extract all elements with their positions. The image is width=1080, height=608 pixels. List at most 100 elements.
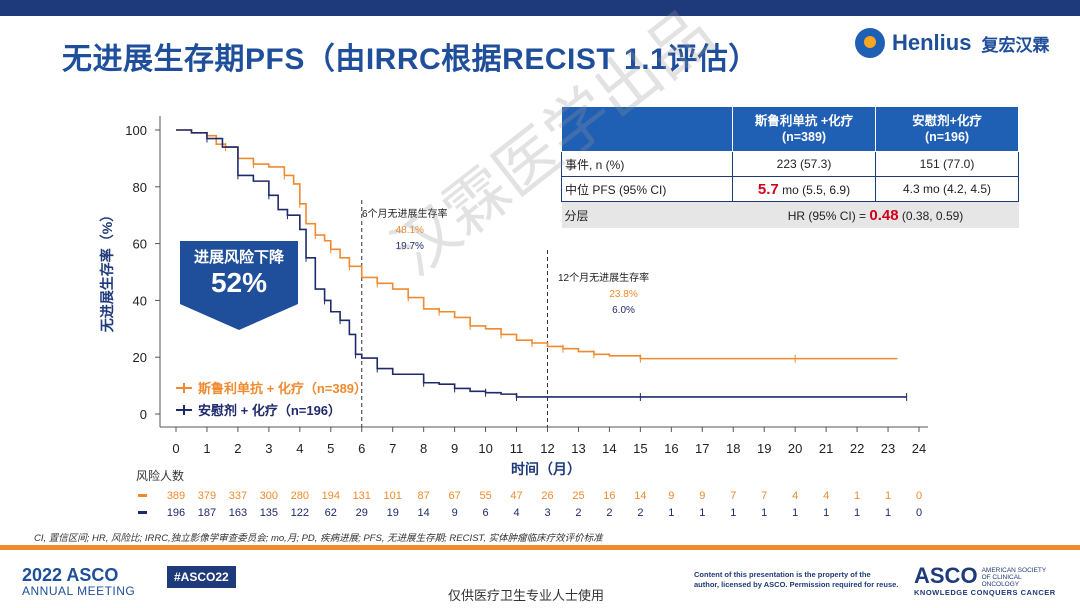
risk-count: 7 (761, 490, 767, 502)
table-header-placebo: 安慰剂+化疗 (n=196) (875, 106, 1019, 152)
copyright-line-2: author, licensed by ASCO. Permission req… (694, 580, 899, 589)
x-tick-label: 7 (389, 441, 396, 456)
y-tick-label: 80 (133, 180, 147, 195)
x-tick-label: 2 (234, 441, 241, 456)
risk-reduction-arrow: 进展风险下降 52% (180, 241, 298, 330)
risk-count: 187 (198, 507, 216, 519)
legend-item-orange: 斯鲁利单抗 + 化疗（n=389） (176, 378, 367, 397)
row-strat-label: 分层 (561, 201, 733, 228)
x-tick-label: 17 (695, 441, 709, 456)
risk-count: 16 (603, 490, 615, 502)
annotation-12-month-orange: 23.8% (609, 289, 638, 300)
risk-reduction-value: 52% (210, 267, 268, 298)
x-tick-label: 13 (571, 441, 585, 456)
x-tick-label: 10 (478, 441, 492, 456)
asco-annual-meeting-logo: 2022 ASCO ANNUAL MEETING (22, 566, 135, 598)
annotation-6-month-label: 6个月无进展生存率 (362, 209, 448, 220)
x-tick-label: 22 (850, 441, 864, 456)
legend-item-navy: 安慰剂 + 化疗（n=196） (176, 400, 341, 419)
median-pfs-ci: mo (5.5, 6.9) (778, 182, 851, 197)
table-row: 事件, n (%) 223 (57.3) 151 (77.0) (561, 151, 1019, 177)
hr-value: 0.48 (869, 206, 899, 224)
annotation-12-month-label: 12个月无进展生存率 (558, 273, 650, 284)
x-tick-label: 19 (757, 441, 771, 456)
risk-count: 0 (916, 490, 922, 502)
risk-reduction-label: 进展风险下降 (193, 249, 284, 266)
risk-count: 9 (699, 490, 705, 502)
risk-count: 1 (854, 490, 860, 502)
asco-tagline: KNOWLEDGE CONQUERS CANCER (914, 588, 1056, 597)
risk-count: 280 (291, 490, 309, 502)
meeting-sub: ANNUAL MEETING (22, 584, 136, 598)
asco-wordmark: ASCO (914, 563, 978, 588)
henlius-logo: Henlius 复宏汉霖 (855, 28, 1049, 58)
risk-count: 379 (198, 490, 216, 502)
risk-count: 4 (823, 490, 829, 502)
median-pfs-value: 5.7 (757, 180, 779, 198)
annotation-12-month-blue: 6.0% (612, 305, 635, 316)
x-tick-label: 0 (172, 441, 179, 456)
slide-title: 无进展生存期PFS（由IRRC根据RECIST 1.1评估） (62, 43, 759, 76)
y-axis-label: 无进展生存率（%） (99, 207, 115, 333)
risk-count: 67 (449, 490, 461, 502)
top-bar (0, 0, 1080, 16)
footer-divider (0, 545, 1080, 550)
row-events-serplulimab: 223 (57.3) (732, 151, 876, 177)
risk-row-orange-marker (138, 494, 147, 497)
asco-society-name: AMERICAN SOCIETY OF CLINICAL ONCOLOGY (981, 567, 1047, 588)
asco-society-logo: ASCO AMERICAN SOCIETY OF CLINICAL ONCOLOG… (914, 563, 1056, 598)
annotation-6-month-blue: 19.7% (395, 241, 424, 252)
legend-label-orange: 斯鲁利单抗 + 化疗（n=389） (198, 381, 368, 396)
x-tick-label: 11 (510, 441, 524, 456)
meeting-year: 2022 (22, 565, 63, 585)
hcp-only-notice: 仅供医疗卫生专业人士使用 (448, 588, 605, 603)
risk-count: 337 (229, 490, 247, 502)
risk-count: 1 (668, 507, 674, 519)
risk-count: 1 (823, 507, 829, 519)
risk-count: 26 (541, 490, 553, 502)
x-tick-label: 3 (265, 441, 272, 456)
risk-count: 9 (452, 507, 458, 519)
risk-count: 62 (325, 507, 337, 519)
meeting-name: ASCO (66, 565, 119, 585)
risk-count: 1 (699, 507, 705, 519)
footnote: CI, 置信区间; HR, 风险比; IRRC,独立影像学审查委员会; mo,月… (34, 533, 603, 544)
risk-count: 1 (885, 490, 891, 502)
risk-count: 87 (418, 490, 430, 502)
risk-count: 9 (668, 490, 674, 502)
risk-count: 101 (384, 490, 402, 502)
row-median-serplulimab: 5.7 mo (5.5, 6.9) (732, 176, 876, 202)
x-tick-label: 14 (602, 441, 616, 456)
risk-count: 2 (575, 507, 581, 519)
x-tick-label: 20 (788, 441, 802, 456)
henlius-logo-icon (855, 28, 885, 58)
risk-count: 389 (167, 490, 185, 502)
risk-row-navy-marker (138, 511, 147, 514)
risk-count: 1 (792, 507, 798, 519)
risk-count: 4 (792, 490, 798, 502)
risk-count: 19 (387, 507, 399, 519)
y-tick-label: 0 (140, 407, 147, 422)
x-tick-label: 6 (358, 441, 365, 456)
hr-prefix: HR (95% CI) = (787, 208, 870, 223)
y-tick-label: 40 (133, 293, 147, 308)
risk-count: 14 (634, 490, 646, 502)
risk-count: 55 (479, 490, 491, 502)
row-median-label: 中位 PFS (95% CI) (561, 176, 733, 202)
risk-table-label: 风险人数 (136, 469, 185, 483)
table-row: 中位 PFS (95% CI) 5.7 mo (5.5, 6.9) 4.3 mo… (561, 176, 1019, 202)
risk-count: 0 (916, 507, 922, 519)
hashtag-badge: #ASCO22 (167, 566, 236, 588)
y-tick-label: 60 (133, 237, 147, 252)
row-median-placebo: 4.3 mo (4.2, 4.5) (875, 176, 1019, 202)
risk-count: 6 (483, 507, 489, 519)
risk-count: 25 (572, 490, 584, 502)
row-strat-hr: HR (95% CI) = 0.48 (0.38, 0.59) (732, 201, 1019, 228)
x-tick-label: 23 (881, 441, 895, 456)
x-tick-label: 4 (296, 441, 303, 456)
x-tick-label: 1 (203, 441, 210, 456)
row-events-placebo: 151 (77.0) (875, 151, 1019, 177)
risk-count: 135 (260, 507, 278, 519)
risk-count: 14 (418, 507, 430, 519)
x-tick-label: 15 (633, 441, 647, 456)
